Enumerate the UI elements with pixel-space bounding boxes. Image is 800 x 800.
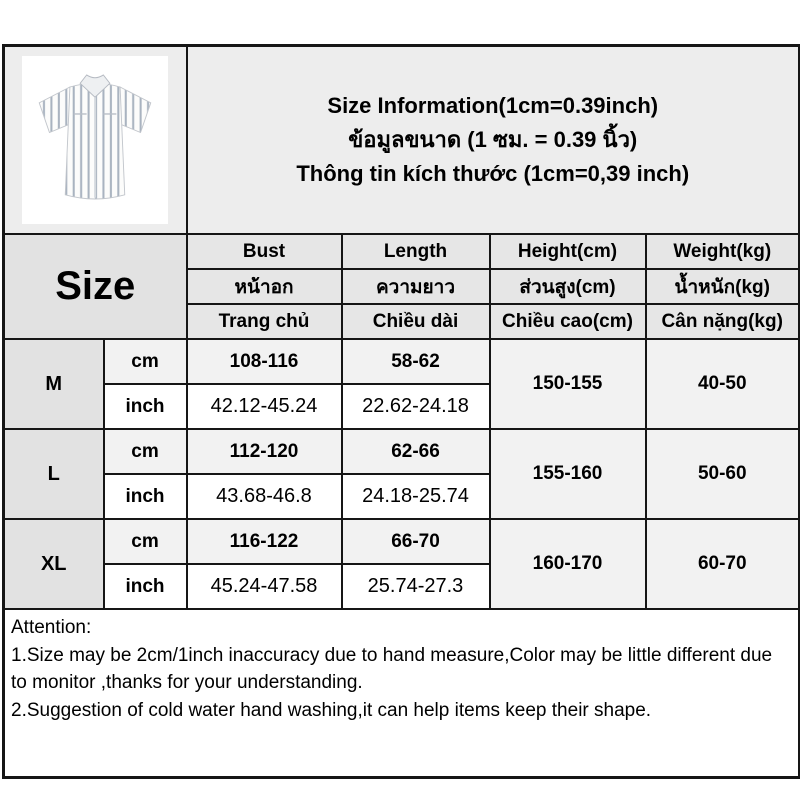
size-chart-table: Size Information(1cm=0.39inch) ข้อมูลขนา… — [2, 44, 800, 779]
m-height: 150-155 — [488, 338, 647, 430]
attention-row: Attention: 1.Size may be 2cm/1inch inacc… — [2, 608, 800, 779]
xl-bust-inch: 45.24-47.58 — [185, 563, 343, 610]
attention-cell: Attention: 1.Size may be 2cm/1inch inacc… — [2, 608, 800, 779]
xl-length-inch: 25.74-27.3 — [340, 563, 491, 610]
product-image-cell — [2, 44, 188, 235]
l-bust-inch: 43.68-46.8 — [185, 473, 343, 520]
title-row: Size Information(1cm=0.39inch) ข้อมูลขนา… — [2, 44, 800, 235]
col-header-bust-vi: Trang chủ — [185, 303, 343, 340]
unit-label-inch: inch — [102, 383, 188, 430]
title-thai: ข้อมูลขนาด (1 ซม. = 0.39 นิ้ว) — [348, 127, 638, 152]
m-weight: 40-50 — [644, 338, 800, 430]
xl-height: 160-170 — [488, 518, 647, 610]
table-row-m-cm: M cm 108-116 58-62 150-155 40-50 — [2, 338, 800, 430]
col-header-length-en: Length — [340, 233, 491, 270]
table-row-xl-cm: XL cm 116-122 66-70 160-170 60-70 — [2, 518, 800, 610]
title-english: Size Information(1cm=0.39inch) — [327, 93, 659, 118]
l-height: 155-160 — [488, 428, 647, 520]
product-image-frame — [22, 56, 169, 224]
xl-weight: 60-70 — [644, 518, 800, 610]
table-row-xl-inch: inch 45.24-47.58 25.74-27.3 — [4, 563, 800, 610]
size-info-title-cell: Size Information(1cm=0.39inch) ข้อมูลขนา… — [185, 44, 800, 235]
size-label-m: M — [2, 338, 105, 430]
title-vietnamese: Thông tin kích thước (1cm=0,39 inch) — [296, 161, 690, 186]
col-header-weight-vi: Cân nặng(kg) — [644, 303, 800, 340]
m-length-inch: 22.62-24.18 — [340, 383, 491, 430]
header-row-english: Size Bust Length Height(cm) Weight(kg) — [2, 233, 800, 340]
m-bust-cm: 108-116 — [185, 338, 343, 385]
l-length-inch: 24.18-25.74 — [340, 473, 491, 520]
m-length-cm: 58-62 — [340, 338, 491, 385]
attention-note-2: 2.Suggestion of cold water hand washing,… — [11, 699, 652, 721]
unit-label-inch: inch — [102, 563, 188, 610]
unit-label-inch: inch — [102, 473, 188, 520]
col-header-height-en: Height(cm) — [488, 233, 647, 270]
table-row-l-cm: L cm 112-120 62-66 155-160 50-60 — [2, 428, 800, 520]
col-header-height-th: ส่วนสูง(cm) — [488, 268, 647, 305]
unit-label-cm: cm — [102, 518, 188, 565]
table-row-m-inch: inch 42.12-45.24 22.62-24.18 — [4, 383, 800, 430]
col-header-length-vi: Chiều dài — [340, 303, 491, 340]
attention-note-1: 1.Size may be 2cm/1inch inaccuracy due t… — [11, 644, 773, 694]
col-header-weight-en: Weight(kg) — [644, 233, 800, 270]
l-length-cm: 62-66 — [340, 428, 491, 475]
l-weight: 50-60 — [644, 428, 800, 520]
unit-label-cm: cm — [102, 428, 188, 475]
size-label-xl: XL — [2, 518, 105, 610]
col-header-bust-th: หน้าอก — [185, 268, 343, 305]
l-bust-cm: 112-120 — [185, 428, 343, 475]
striped-shirt-image — [38, 74, 152, 200]
size-label-l: L — [2, 428, 105, 520]
xl-length-cm: 66-70 — [340, 518, 491, 565]
header-row-vietnamese: Trang chủ Chiều dài Chiều cao(cm) Cân nặ… — [4, 303, 800, 340]
col-header-length-th: ความยาว — [340, 268, 491, 305]
header-row-thai: หน้าอก ความยาว ส่วนสูง(cm) น้ำหนัก(kg) — [4, 268, 800, 305]
attention-heading: Attention: — [11, 617, 92, 638]
size-header-cell: Size — [2, 233, 188, 340]
col-header-weight-th: น้ำหนัก(kg) — [644, 268, 800, 305]
unit-label-cm: cm — [102, 338, 188, 385]
xl-bust-cm: 116-122 — [185, 518, 343, 565]
col-header-height-vi: Chiều cao(cm) — [488, 303, 647, 340]
m-bust-inch: 42.12-45.24 — [185, 383, 343, 430]
table-row-l-inch: inch 43.68-46.8 24.18-25.74 — [4, 473, 800, 520]
col-header-bust-en: Bust — [185, 233, 343, 270]
